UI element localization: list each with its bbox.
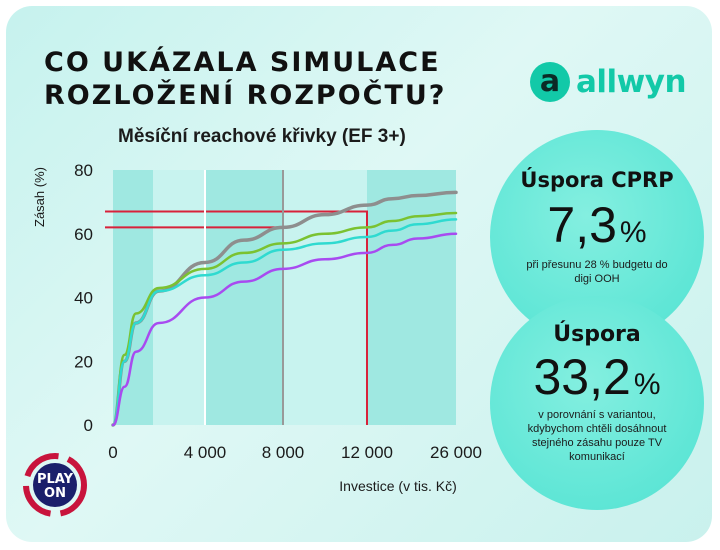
x-tick-label: 26 000 [430, 443, 482, 462]
allwyn-wordmark: allwyn [576, 64, 687, 100]
x-tick-label: 12 000 [341, 443, 393, 462]
y-tick-label: 20 [74, 352, 93, 371]
savings-bubble-tv: Úspora 33,2% v porovnání s variantou, kd… [490, 296, 704, 510]
series-line-3 [111, 218, 458, 427]
allwyn-logo: a allwyn [530, 60, 687, 104]
playon-line-1: PLAY [37, 472, 74, 487]
headline-line-2: ROZLOŽENÍ ROZPOČTU? [44, 80, 447, 111]
grid-band [153, 170, 205, 425]
bubble-2-title: Úspora [553, 322, 641, 347]
grid-band [367, 170, 456, 425]
x-tick-label: 4 000 [184, 443, 227, 462]
playon-line-2: ON [44, 486, 66, 501]
grid-band [205, 170, 283, 425]
series-line-2 [111, 211, 458, 427]
headline-line-1: CO UKÁZALA SIMULACE [44, 47, 441, 78]
bubble-2-unit: % [633, 368, 661, 401]
x-tick-label: 8 000 [262, 443, 305, 462]
bubble-1-title: Úspora CPRP [520, 168, 674, 192]
y-tick-label: 40 [74, 289, 93, 308]
y-tick-label: 80 [74, 161, 93, 180]
series-line-4 [111, 232, 458, 427]
playon-logo: PLAY ON [23, 453, 87, 517]
y-tick-label: 0 [84, 416, 93, 435]
bubble-2-value: 33,2% [490, 348, 704, 406]
y-tick-label: 60 [74, 225, 93, 244]
chart-title: Měsíční reachové křivky (EF 3+) [118, 126, 406, 147]
grid-band [283, 170, 367, 425]
reference-target-line [105, 210, 368, 425]
series-group [111, 190, 458, 427]
tick-labels: 0 20 40 60 80 0 4 000 8 000 12 000 26 000 [74, 161, 482, 462]
bubble-1-note: při přesunu 28 % budgetu do digi OOH [526, 259, 668, 285]
grid-bands [113, 170, 456, 425]
allwyn-mark-icon: a [530, 62, 570, 102]
headline: CO UKÁZALA SIMULACE ROZLOŽENÍ ROZPOČTU? [44, 46, 446, 112]
bubble-2-note: v porovnání s variantou, kdybychom chtěl… [527, 409, 667, 463]
bubble-1-unit: % [619, 216, 647, 249]
x-tick-label: 0 [108, 443, 117, 462]
bubble-1-number: 7,3 [547, 197, 617, 253]
y-axis-label: Zásah (%) [32, 167, 47, 227]
x-axis-label: Investice (v tis. Kč) [339, 478, 456, 494]
bubble-2-number: 33,2 [533, 349, 631, 405]
bubble-1-value: 7,3% [490, 196, 704, 254]
